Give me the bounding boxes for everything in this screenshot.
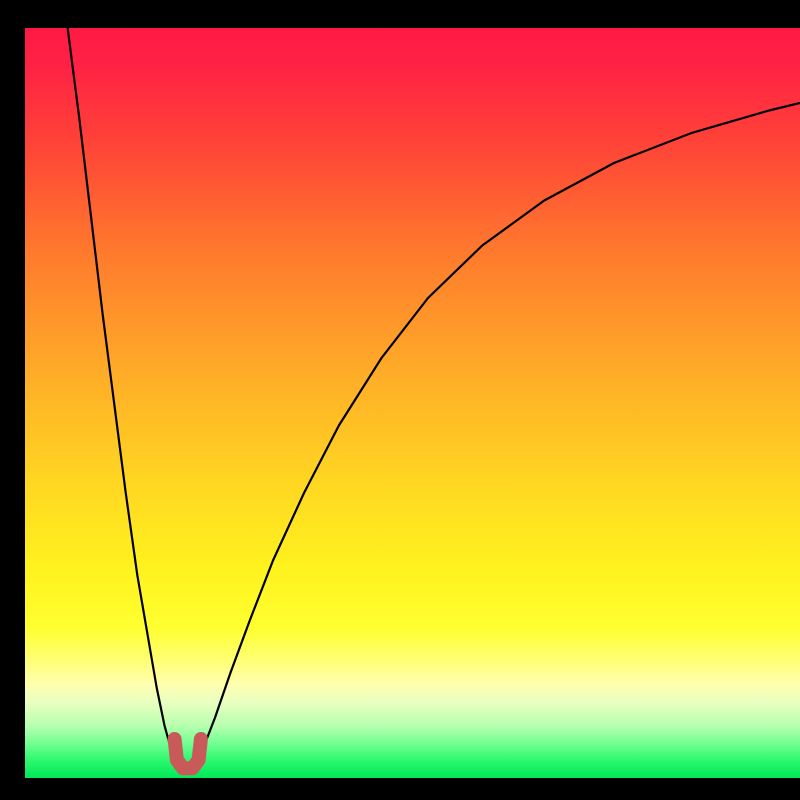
chart-background <box>25 28 800 778</box>
bottleneck-chart <box>25 28 800 778</box>
frame-bottom <box>0 778 800 800</box>
frame-top <box>0 0 800 28</box>
frame-left <box>0 0 25 800</box>
